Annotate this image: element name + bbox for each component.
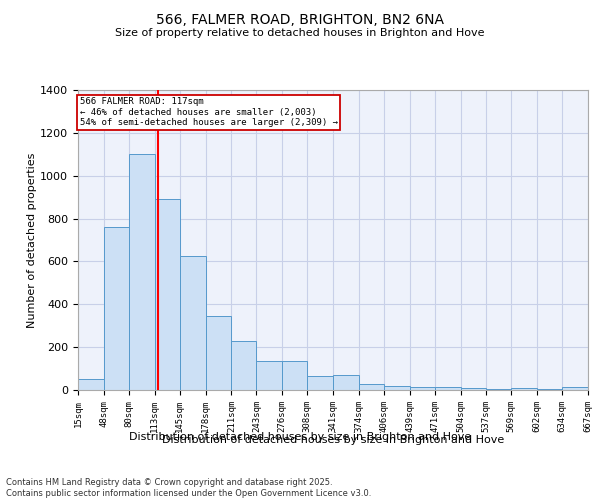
- Bar: [155, 200, 179, 390]
- Bar: [410, 387, 434, 390]
- Text: Size of property relative to detached houses in Brighton and Hove: Size of property relative to detached ho…: [115, 28, 485, 38]
- Bar: [307, 376, 333, 390]
- Text: Distribution of detached houses by size in Brighton and Hove: Distribution of detached houses by size …: [129, 432, 471, 442]
- Bar: [359, 384, 384, 390]
- Bar: [434, 387, 461, 390]
- X-axis label: Distribution of detached houses by size in Brighton and Hove: Distribution of detached houses by size …: [162, 434, 504, 445]
- Bar: [232, 340, 256, 390]
- Text: 566, FALMER ROAD, BRIGHTON, BN2 6NA: 566, FALMER ROAD, BRIGHTON, BN2 6NA: [156, 12, 444, 26]
- Bar: [282, 361, 307, 390]
- Bar: [461, 388, 487, 390]
- Text: 566 FALMER ROAD: 117sqm
← 46% of detached houses are smaller (2,003)
54% of semi: 566 FALMER ROAD: 117sqm ← 46% of detache…: [80, 98, 338, 128]
- Bar: [562, 388, 588, 390]
- Bar: [487, 389, 511, 390]
- Bar: [205, 316, 232, 390]
- Bar: [384, 386, 410, 390]
- Bar: [78, 380, 104, 390]
- Bar: [256, 361, 282, 390]
- Bar: [179, 256, 205, 390]
- Bar: [129, 154, 155, 390]
- Bar: [511, 388, 537, 390]
- Bar: [104, 227, 129, 390]
- Text: Contains HM Land Registry data © Crown copyright and database right 2025.
Contai: Contains HM Land Registry data © Crown c…: [6, 478, 371, 498]
- Bar: [333, 375, 359, 390]
- Y-axis label: Number of detached properties: Number of detached properties: [28, 152, 37, 328]
